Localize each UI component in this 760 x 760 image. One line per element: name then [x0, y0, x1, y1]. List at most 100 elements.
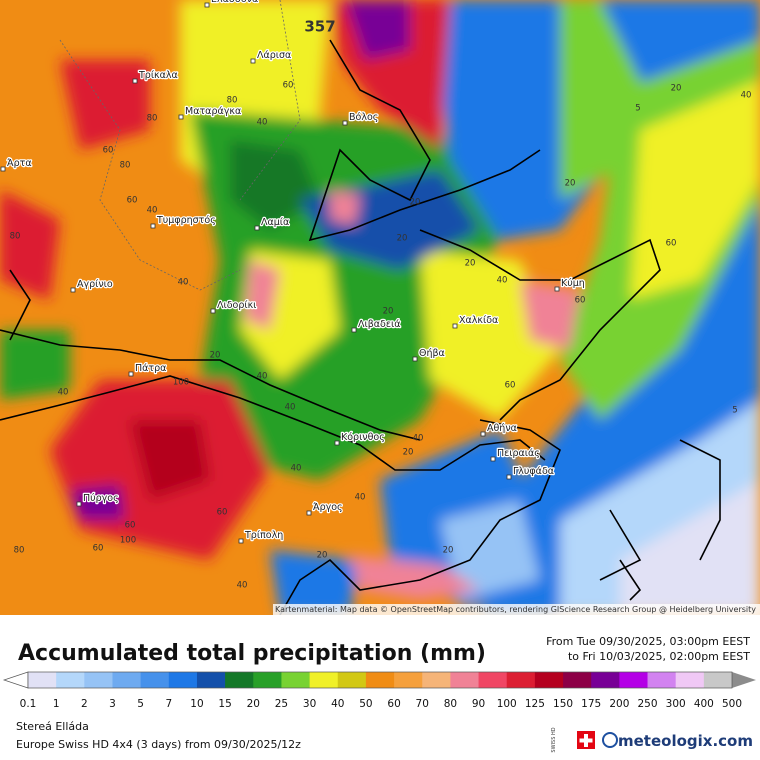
contour-label: 20 — [410, 198, 421, 208]
legend-swatch — [309, 672, 339, 688]
city-marker — [412, 356, 418, 362]
legend-label: 25 — [275, 698, 288, 710]
date-to: to Fri 10/03/2025, 02:00pm EEST — [568, 650, 750, 663]
legend-swatch — [281, 672, 311, 688]
contour-label: 20 — [397, 234, 408, 244]
contour-label: 40 — [741, 91, 752, 101]
legend-swatch — [365, 672, 395, 688]
city-marker — [204, 2, 210, 8]
contour-label: 40 — [355, 493, 366, 503]
city-label: Πύργος — [83, 493, 119, 504]
legend-label: 20 — [247, 698, 260, 710]
swiss-cross — [579, 734, 593, 747]
brand[interactable]: meteologix.com — [618, 732, 753, 750]
contour-label: 20 — [210, 351, 221, 361]
legend-swatch — [591, 672, 620, 688]
city-label: Άρτα — [7, 158, 32, 169]
contour-label: 60 — [103, 146, 114, 156]
contour-label: 60 — [575, 296, 586, 306]
contour-label: 20 — [383, 307, 394, 317]
city-label: Άργος — [313, 502, 343, 513]
city-label: Χαλκίδα — [459, 315, 498, 326]
city-marker — [150, 223, 156, 229]
city-label: Λαμία — [261, 217, 289, 228]
legend-swatch — [703, 672, 733, 688]
contour-label: 60 — [666, 239, 677, 249]
legend-swatch — [168, 672, 198, 688]
city-label: Τυμφρηστός — [156, 215, 216, 226]
legend-label: 125 — [525, 698, 545, 710]
contour-label: 20 — [403, 448, 414, 458]
contour-label: 40 — [178, 278, 189, 288]
brand-logo — [602, 732, 618, 748]
contour-label: 60 — [127, 196, 138, 206]
city-marker — [210, 308, 216, 314]
badge: SWISS HD — [551, 727, 557, 752]
city-marker — [0, 166, 6, 172]
city-label: Τρίκαλα — [138, 70, 178, 81]
contour-label: 80 — [120, 161, 131, 171]
city-label: Ελασσόνα — [211, 0, 258, 5]
legend-label: 0.1 — [20, 698, 37, 710]
city-marker — [351, 327, 357, 333]
contour-label: 20 — [671, 84, 682, 94]
contour-label: 40 — [147, 206, 158, 216]
city-label: Πάτρα — [135, 363, 166, 374]
legend-swatch — [253, 672, 282, 688]
legend-label: 150 — [553, 698, 573, 710]
legend-swatch — [450, 672, 480, 688]
contour-label: 5 — [635, 104, 640, 114]
legend-swatch — [140, 672, 170, 688]
contour-label: 80 — [10, 232, 21, 242]
legend-label: 70 — [416, 698, 429, 710]
legend-swatch — [28, 672, 57, 688]
city-label: Τρίπολη — [244, 530, 283, 541]
contour-label: 60 — [217, 508, 228, 518]
city-label: Λάρισα — [257, 50, 291, 61]
city-marker — [334, 440, 340, 446]
legend-label: 1 — [53, 698, 60, 710]
contour-label: 60 — [125, 521, 136, 531]
legend-label: 7 — [165, 698, 172, 710]
contour-label: 357 — [304, 18, 335, 36]
attribution-bg — [273, 604, 760, 615]
contour-label: 40 — [237, 581, 248, 591]
legend-swatch — [394, 672, 423, 688]
city-marker — [128, 371, 134, 377]
city-label: Ματαράγκα — [185, 106, 241, 117]
city-label: Αθήνα — [487, 423, 517, 434]
legend-label: 10 — [190, 698, 203, 710]
legend-arrow-left — [2, 671, 29, 689]
legend-label: 80 — [444, 698, 457, 710]
contour-label: 60 — [505, 381, 516, 391]
legend-swatch — [225, 672, 254, 688]
legend-swatch — [196, 672, 226, 688]
legend-label: 40 — [331, 698, 344, 710]
contour-label: 20 — [443, 546, 454, 556]
region: Stereá Elláda — [16, 720, 89, 733]
legend-label: 400 — [694, 698, 714, 710]
legend-swatch — [422, 672, 451, 688]
contour-label: 60 — [93, 544, 104, 554]
contour-label: 80 — [147, 114, 158, 124]
attribution: Kartenmaterial: Map data © OpenStreetMap… — [275, 605, 756, 614]
legend-swatch — [84, 672, 113, 688]
contour-label: 40 — [497, 276, 508, 286]
city-marker — [254, 225, 260, 231]
contour-label: 20 — [565, 179, 576, 189]
city-marker — [76, 501, 82, 507]
legend-label: 30 — [303, 698, 316, 710]
contour-label: 60 — [283, 81, 294, 91]
city-label: Κύμη — [561, 278, 585, 289]
city-label: Βόλος — [349, 112, 378, 123]
city-label: Κόρινθος — [341, 432, 385, 443]
legend-swatch — [337, 672, 367, 688]
city-label: Αγρίνιο — [77, 279, 113, 290]
legend-arrow-right — [732, 672, 756, 688]
legend-swatch — [506, 672, 536, 688]
legend-swatch — [112, 672, 142, 688]
legend-swatch — [478, 672, 508, 688]
city-marker — [178, 114, 184, 120]
